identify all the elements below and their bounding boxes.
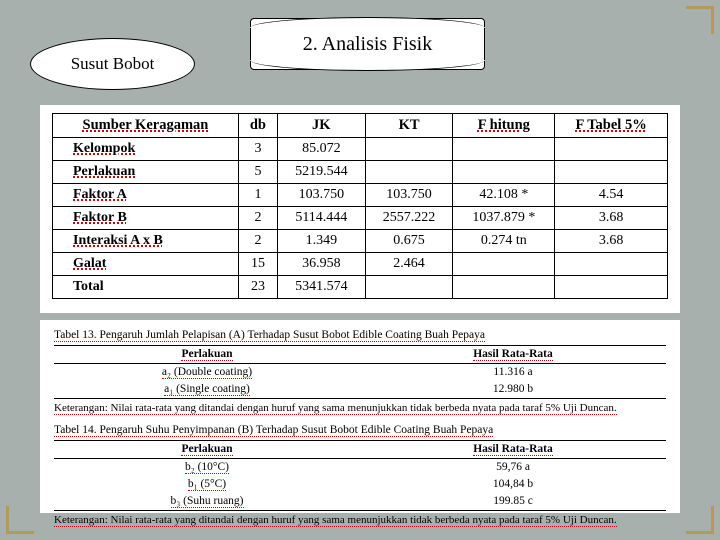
small-cell-hasil: 11.316 a: [360, 363, 666, 380]
anova-cell-src: Kelompok: [53, 138, 239, 161]
label-analisis-fisik-text: 2. Analisis Fisik: [303, 33, 432, 56]
anova-cell-ft: [555, 138, 668, 161]
corner-decoration-bl: [6, 506, 34, 534]
small-table-row: b₁ (5°C)104,84 b: [54, 476, 666, 493]
anova-row: Interaksi A x B21.3490.6750.274 tn3.68: [53, 230, 668, 253]
small-cell-perlakuan: b₁ (5°C): [54, 476, 360, 493]
small-cell-perlakuan: a₁ (Single coating): [54, 381, 360, 398]
anova-cell-kt: [365, 138, 453, 161]
anova-cell-jk: 36.958: [277, 253, 365, 276]
small-cell-hasil: 59,76 a: [360, 458, 666, 475]
anova-cell-kt: [365, 276, 453, 299]
small-table-row: a₂ (Double coating)11.316 a: [54, 363, 666, 380]
table14-col-hasil: Hasil Rata-Rata: [360, 440, 666, 458]
anova-cell-jk: 5114.444: [277, 207, 365, 230]
anova-cell-ft: [555, 276, 668, 299]
table13-col-perlakuan: Perlakuan: [54, 345, 360, 363]
anova-cell-src: Interaksi A x B: [53, 230, 239, 253]
anova-col-fhitung: F hitung: [453, 114, 555, 138]
anova-cell-kt: 2.464: [365, 253, 453, 276]
anova-cell-ft: [555, 253, 668, 276]
anova-cell-src: Galat: [53, 253, 239, 276]
label-susut-bobot: Susut Bobot: [30, 38, 195, 90]
anova-cell-src: Faktor A: [53, 184, 239, 207]
anova-col-sumber: Sumber Keragaman: [53, 114, 239, 138]
anova-cell-ft: [555, 161, 668, 184]
anova-cell-jk: 1.349: [277, 230, 365, 253]
anova-cell-kt: 0.675: [365, 230, 453, 253]
table14-title: Tabel 14. Pengaruh Suhu Penyimpanan (B) …: [54, 423, 666, 438]
anova-cell-kt: 2557.222: [365, 207, 453, 230]
anova-cell-db: 15: [238, 253, 277, 276]
label-susut-bobot-text: Susut Bobot: [71, 54, 155, 74]
anova-col-db: db: [238, 114, 277, 138]
anova-cell-jk: 85.072: [277, 138, 365, 161]
anova-col-jk: JK: [277, 114, 365, 138]
anova-cell-jk: 5219.544: [277, 161, 365, 184]
anova-header-row: Sumber Keragaman db JK KT F hitung F Tab…: [53, 114, 668, 138]
table13-title: Tabel 13. Pengaruh Jumlah Pelapisan (A) …: [54, 328, 666, 343]
anova-cell-db: 2: [238, 207, 277, 230]
anova-cell-jk: 5341.574: [277, 276, 365, 299]
anova-panel: Sumber Keragaman db JK KT F hitung F Tab…: [40, 105, 680, 313]
small-cell-hasil: 199.85 c: [360, 493, 666, 510]
small-cell-perlakuan: a₂ (Double coating): [54, 363, 360, 380]
anova-cell-fh: [453, 161, 555, 184]
corner-decoration-br: [686, 506, 714, 534]
anova-cell-db: 23: [238, 276, 277, 299]
anova-cell-src: Perlakuan: [53, 161, 239, 184]
anova-cell-ft: 3.68: [555, 230, 668, 253]
small-table-row: b₂ (10°C)59,76 a: [54, 458, 666, 475]
anova-table: Sumber Keragaman db JK KT F hitung F Tab…: [52, 113, 668, 299]
small-table-row: b₃ (Suhu ruang)199.85 c: [54, 493, 666, 510]
anova-cell-kt: 103.750: [365, 184, 453, 207]
anova-cell-src: Total: [53, 276, 239, 299]
anova-row: Total235341.574: [53, 276, 668, 299]
anova-col-ftabel: F Tabel 5%: [555, 114, 668, 138]
anova-cell-jk: 103.750: [277, 184, 365, 207]
anova-cell-fh: [453, 276, 555, 299]
anova-row: Faktor A1103.750103.75042.108 *4.54: [53, 184, 668, 207]
anova-cell-fh: [453, 138, 555, 161]
anova-cell-db: 3: [238, 138, 277, 161]
anova-row: Kelompok385.072: [53, 138, 668, 161]
small-cell-perlakuan: b₃ (Suhu ruang): [54, 493, 360, 510]
anova-cell-fh: 1037.879 *: [453, 207, 555, 230]
anova-cell-fh: 0.274 tn: [453, 230, 555, 253]
table14-col-perlakuan: Perlakuan: [54, 440, 360, 458]
corner-decoration-tr: [686, 6, 714, 34]
anova-cell-fh: 42.108 *: [453, 184, 555, 207]
anova-cell-ft: 3.68: [555, 207, 668, 230]
table14: Perlakuan Hasil Rata-Rata b₂ (10°C)59,76…: [54, 440, 666, 511]
anova-cell-fh: [453, 253, 555, 276]
anova-cell-db: 1: [238, 184, 277, 207]
anova-cell-db: 2: [238, 230, 277, 253]
table13-col-hasil: Hasil Rata-Rata: [360, 345, 666, 363]
small-cell-hasil: 12.980 b: [360, 381, 666, 398]
anova-cell-src: Faktor B: [53, 207, 239, 230]
table14-keterangan: Keterangan: Nilai rata-rata yang ditanda…: [54, 513, 666, 527]
table13: Perlakuan Hasil Rata-Rata a₂ (Double coa…: [54, 345, 666, 399]
small-cell-hasil: 104,84 b: [360, 476, 666, 493]
small-table-row: a₁ (Single coating)12.980 b: [54, 381, 666, 398]
anova-row: Perlakuan55219.544: [53, 161, 668, 184]
small-cell-perlakuan: b₂ (10°C): [54, 458, 360, 475]
anova-row: Galat1536.9582.464: [53, 253, 668, 276]
anova-col-kt: KT: [365, 114, 453, 138]
lower-text-panel: Tabel 13. Pengaruh Jumlah Pelapisan (A) …: [40, 320, 680, 513]
label-analisis-fisik: 2. Analisis Fisik: [250, 18, 485, 70]
anova-cell-ft: 4.54: [555, 184, 668, 207]
anova-cell-db: 5: [238, 161, 277, 184]
table13-keterangan: Keterangan: Nilai rata-rata yang ditanda…: [54, 401, 666, 415]
anova-row: Faktor B25114.4442557.2221037.879 *3.68: [53, 207, 668, 230]
anova-cell-kt: [365, 161, 453, 184]
